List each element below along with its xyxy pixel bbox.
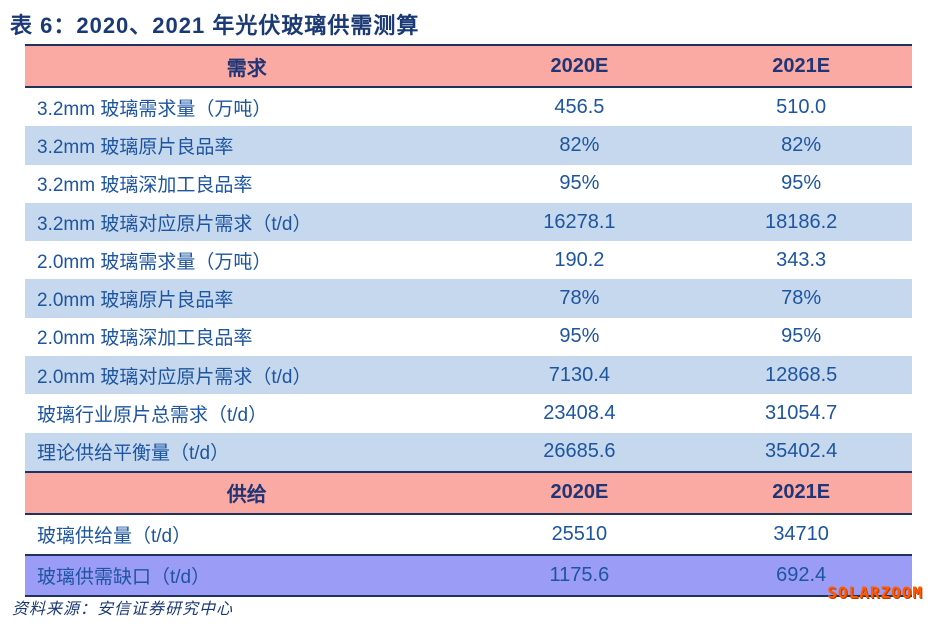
row-value-2021: 78%: [781, 287, 822, 310]
table-row: 3.2mm 玻璃深加工良品率 95% 95%: [25, 164, 912, 203]
data-source-note: 资料来源：安信证券研究中心: [12, 601, 234, 618]
table-row: 2.0mm 玻璃需求量（万吨） 190.2 343.3: [25, 241, 912, 280]
row-value-2021: 95%: [781, 172, 822, 195]
row-value-2020: 82%: [559, 133, 600, 156]
row-value-2021: 12868.5: [764, 363, 838, 386]
row-value-2021: 692.4: [776, 563, 827, 586]
demand-header-row: 需求 2020E 2021E: [25, 46, 912, 88]
table-row: 理论供给平衡量（t/d） 26685.6 35402.4: [25, 432, 912, 471]
row-value-2020: 78%: [559, 287, 600, 310]
row-label: 2.0mm 玻璃深加工良品率: [37, 328, 253, 350]
row-label: 3.2mm 玻璃对应原片需求（t/d）: [37, 213, 312, 235]
row-value-2020: 16278.1: [543, 210, 616, 233]
row-value-2020: 95%: [559, 325, 600, 348]
row-value-2020: 95%: [559, 172, 600, 195]
supply-header-2020: 2020E: [550, 481, 609, 504]
demand-header-label: 需求: [226, 57, 267, 80]
table-row: 3.2mm 玻璃对应原片需求（t/d） 16278.1 18186.2: [25, 202, 912, 242]
table-title: 表 6：2020、2021 年光伏玻璃供需测算: [10, 13, 420, 38]
row-label: 3.2mm 玻璃需求量（万吨）: [37, 98, 272, 120]
table-row: 3.2mm 玻璃需求量（万吨） 456.5 510.0: [25, 88, 912, 127]
solarzoom-watermark: SOLARZOOM: [827, 583, 923, 602]
table-row: 玻璃供给量（t/d） 25510 34710: [25, 514, 912, 554]
row-value-2021: 343.3: [776, 248, 827, 271]
row-value-2020: 23408.4: [543, 402, 616, 425]
row-value-2021: 510.0: [776, 95, 827, 118]
table-row: 2.0mm 玻璃对应原片需求（t/d） 7130.4 12868.5: [25, 356, 912, 395]
row-value-2021: 18186.2: [764, 210, 838, 233]
row-value-2020: 7130.4: [548, 363, 610, 386]
row-label: 3.2mm 玻璃原片良品率: [37, 136, 234, 158]
row-value-2020: 190.2: [554, 248, 605, 271]
supply-demand-table: 需求 2020E 2021E 3.2mm 玻璃需求量（万吨） 456.5 510…: [25, 44, 912, 597]
row-label: 2.0mm 玻璃对应原片需求（t/d）: [37, 366, 312, 388]
row-label: 玻璃供需缺口（t/d）: [37, 566, 211, 588]
row-value-2021: 35402.4: [764, 440, 838, 463]
row-value-2020: 456.5: [554, 95, 605, 118]
supply-gap-row: 玻璃供需缺口（t/d） 1175.6 692.4: [25, 553, 912, 597]
table-row: 2.0mm 玻璃深加工良品率 95% 95%: [25, 317, 912, 357]
row-value-2020: 26685.6: [543, 440, 616, 463]
row-value-2021: 34710: [773, 522, 829, 545]
row-label: 2.0mm 玻璃原片良品率: [37, 290, 234, 312]
row-value-2020: 25510: [551, 522, 608, 545]
table-row: 2.0mm 玻璃原片良品率 78% 78%: [25, 279, 912, 318]
row-label: 理论供给平衡量（t/d）: [37, 443, 230, 465]
row-value-2021: 82%: [781, 133, 822, 156]
supply-header-row: 供给 2020E 2021E: [25, 470, 912, 515]
row-label: 3.2mm 玻璃深加工良品率: [37, 175, 253, 197]
supply-header-2021: 2021E: [772, 481, 831, 504]
row-value-2021: 31054.7: [764, 402, 838, 425]
row-label: 玻璃行业原片总需求（t/d）: [37, 405, 268, 427]
row-value-2021: 95%: [781, 325, 822, 348]
demand-header-2021: 2021E: [772, 54, 831, 77]
row-label: 2.0mm 玻璃需求量（万吨）: [37, 251, 272, 273]
row-value-2020: 1175.6: [549, 563, 610, 586]
demand-header-2020: 2020E: [550, 54, 609, 77]
table-row: 玻璃行业原片总需求（t/d） 23408.4 31054.7: [25, 394, 912, 433]
row-label: 玻璃供给量（t/d）: [37, 525, 192, 547]
supply-header-label: 供给: [226, 484, 267, 507]
table-row: 3.2mm 玻璃原片良品率 82% 82%: [25, 126, 912, 165]
